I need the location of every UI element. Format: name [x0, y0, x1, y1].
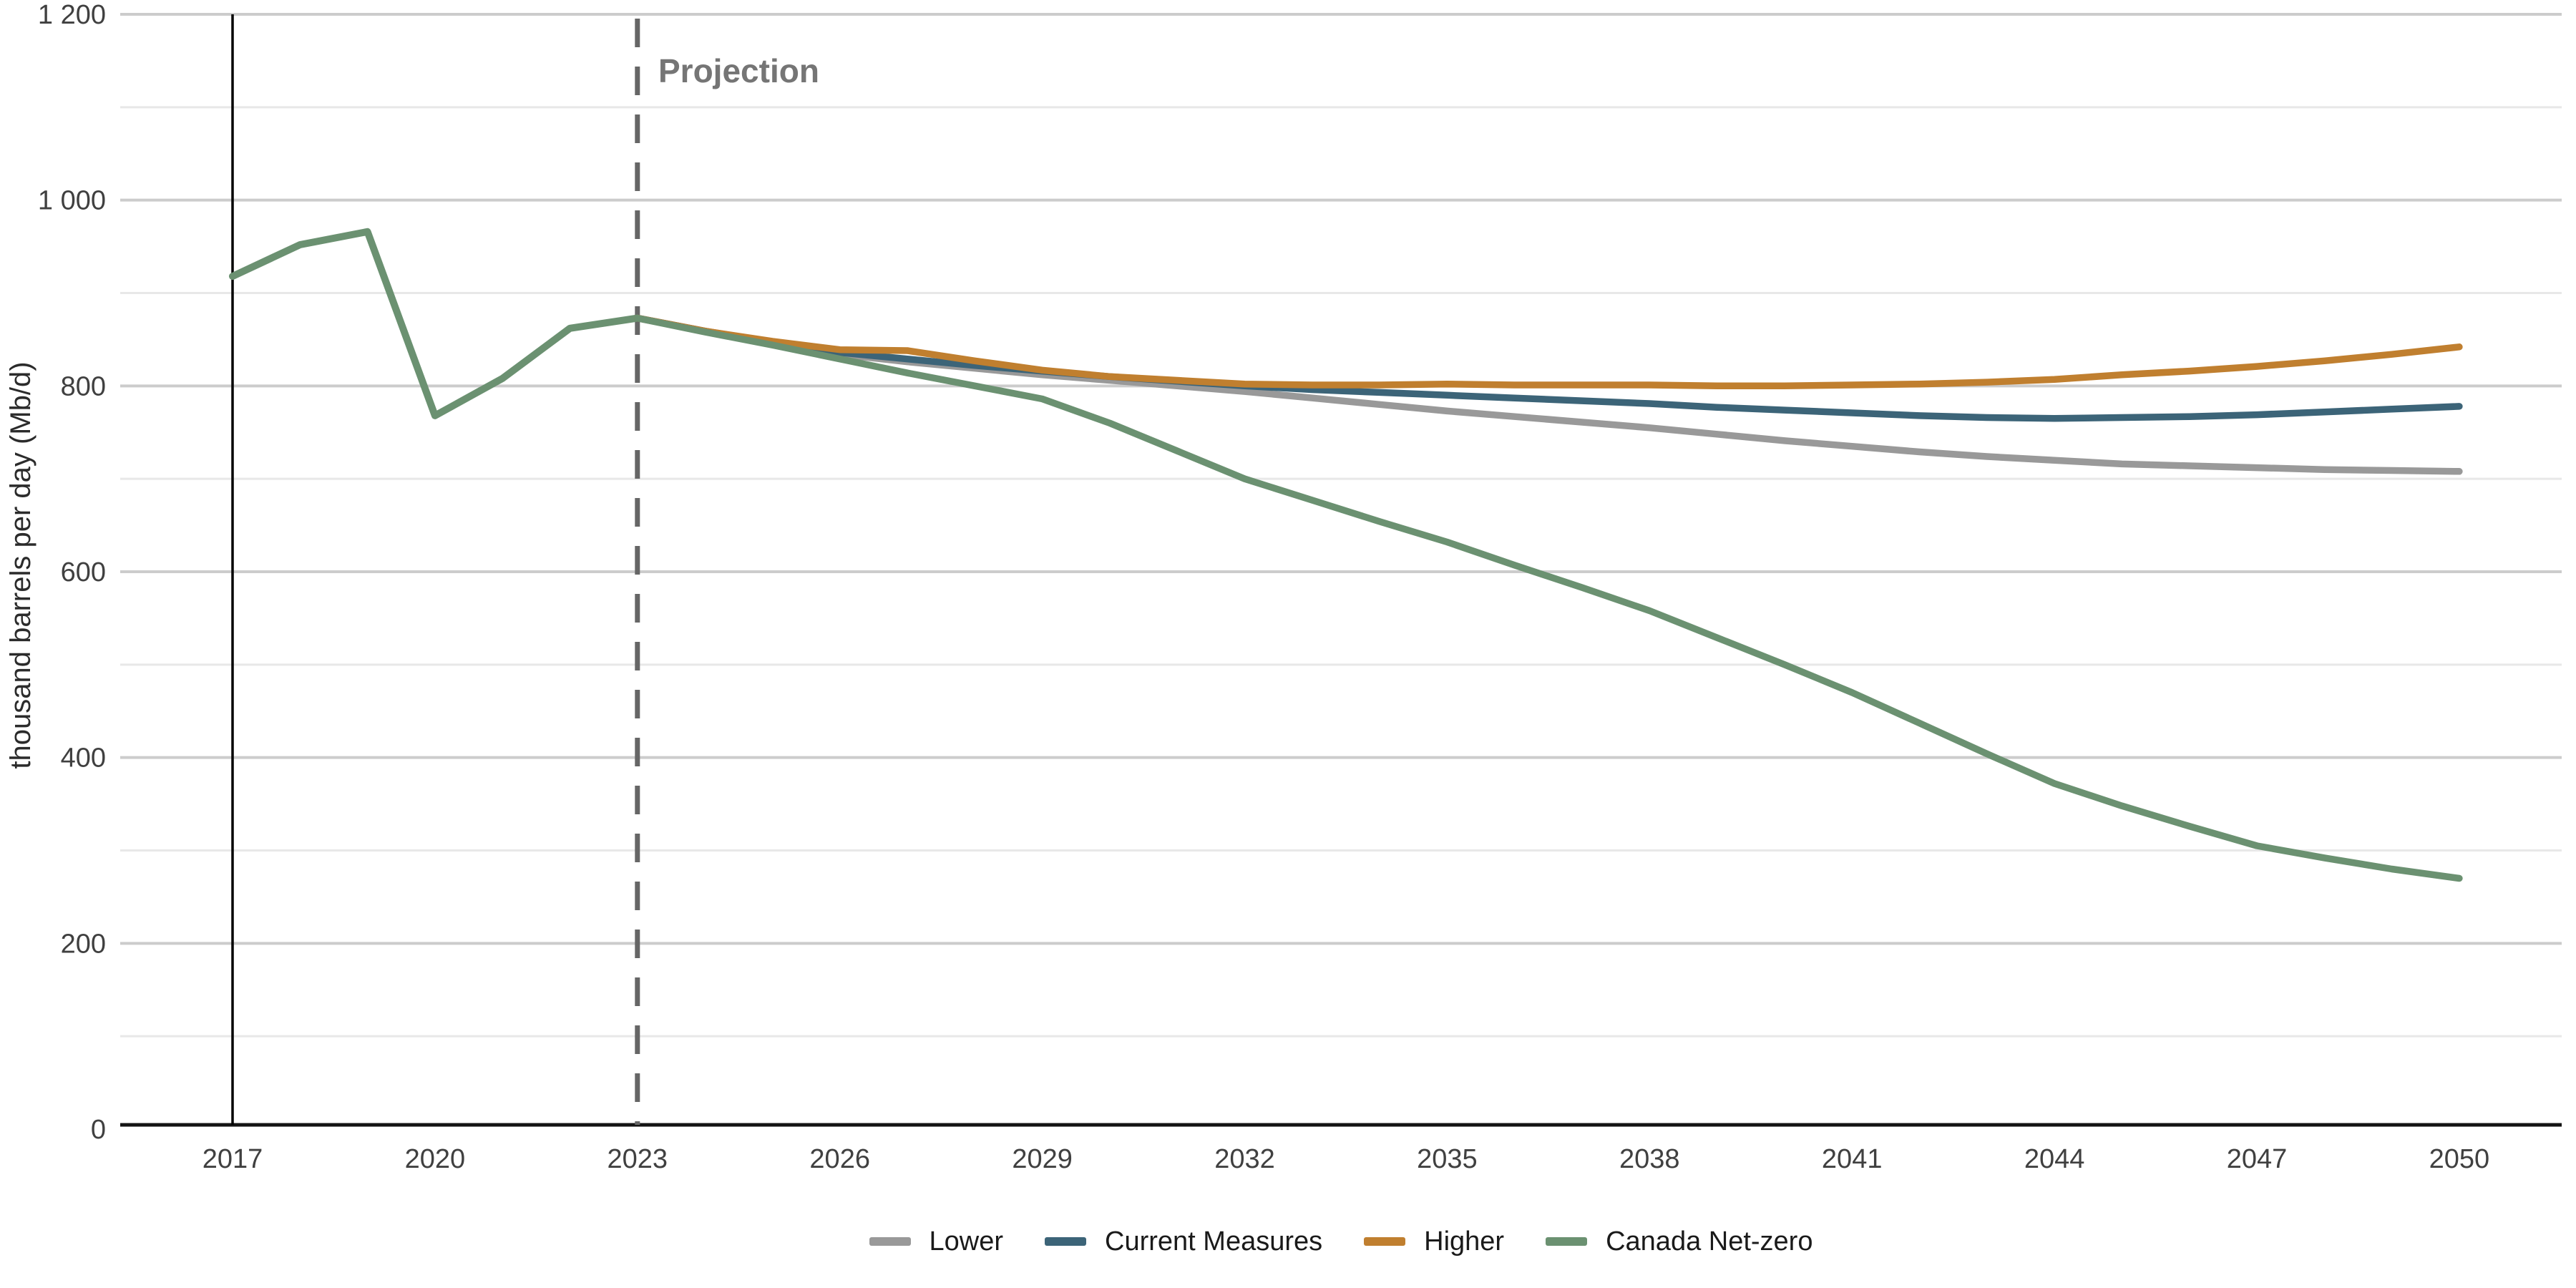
line-chart-svg: 0 200 400 600 800 1 000 1 200 2017 2020 2023 2026 2… [5, 0, 2562, 1174]
gridlines-group [120, 13, 2562, 1038]
legend-item-current-measures[interactable]: Current Measures [1045, 1226, 1322, 1257]
axis-labels-group: 0 200 400 600 800 1 000 1 200 2017 2020 2023 2026 2… [38, 0, 2489, 1174]
y-tick-label: 600 [61, 557, 106, 587]
x-tick-label: 2041 [1822, 1144, 1883, 1174]
x-tick-label: 2032 [1214, 1144, 1275, 1174]
projection-annotation-label: Projection [658, 52, 819, 89]
legend-item-lower[interactable]: Lower [869, 1226, 1004, 1257]
y-tick-label: 200 [61, 929, 106, 959]
legend-label-higher: Higher [1424, 1226, 1505, 1257]
canada-net-zero-series-swatch-icon [1546, 1237, 1588, 1246]
series-lines-group [229, 228, 2463, 882]
legend-label-lower: Lower [929, 1226, 1004, 1257]
y-tick-label: 0 [91, 1115, 106, 1145]
chart-legend: Lower Current Measures Higher Canada Net… [120, 1202, 2562, 1281]
x-tick-label: 2050 [2429, 1144, 2490, 1174]
y-tick-label: 1 000 [38, 186, 106, 216]
series-line-lower[interactable] [634, 314, 2463, 475]
y-axis-title: thousand barrels per day (Mb/d) [5, 361, 36, 769]
x-tick-label: 2047 [2227, 1144, 2288, 1174]
legend-item-canada-net-zero[interactable]: Canada Net-zero [1546, 1226, 1813, 1257]
legend-label-canada-net-zero: Canada Net-zero [1606, 1226, 1813, 1257]
x-tick-label: 2029 [1012, 1144, 1073, 1174]
x-tick-label: 2017 [203, 1144, 263, 1174]
marker-lines-group [120, 14, 2562, 1127]
current-measures-series-swatch-icon [1045, 1237, 1087, 1246]
y-tick-label: 1 200 [38, 0, 106, 30]
x-tick-label: 2038 [1619, 1144, 1680, 1174]
x-tick-label: 2026 [809, 1144, 870, 1174]
x-tick-label: 2020 [405, 1144, 466, 1174]
higher-series-swatch-icon [1364, 1237, 1406, 1246]
x-tick-label: 2023 [608, 1144, 668, 1174]
chart-area: 0 200 400 600 800 1 000 1 200 2017 2020 2023 2026 2… [5, 0, 2562, 1174]
x-tick-label: 2044 [2024, 1144, 2085, 1174]
y-tick-label: 400 [61, 743, 106, 774]
series-line-current-measures[interactable] [634, 314, 2463, 422]
series-line-canada-net-zero[interactable] [634, 314, 2463, 882]
legend-label-current-measures: Current Measures [1105, 1226, 1323, 1257]
lower-series-swatch-icon [869, 1237, 911, 1246]
y-tick-label: 800 [61, 371, 106, 401]
x-tick-label: 2035 [1417, 1144, 1478, 1174]
series-line-history[interactable] [229, 228, 641, 419]
series-line-higher[interactable] [634, 314, 2463, 390]
legend-item-higher[interactable]: Higher [1364, 1226, 1504, 1257]
